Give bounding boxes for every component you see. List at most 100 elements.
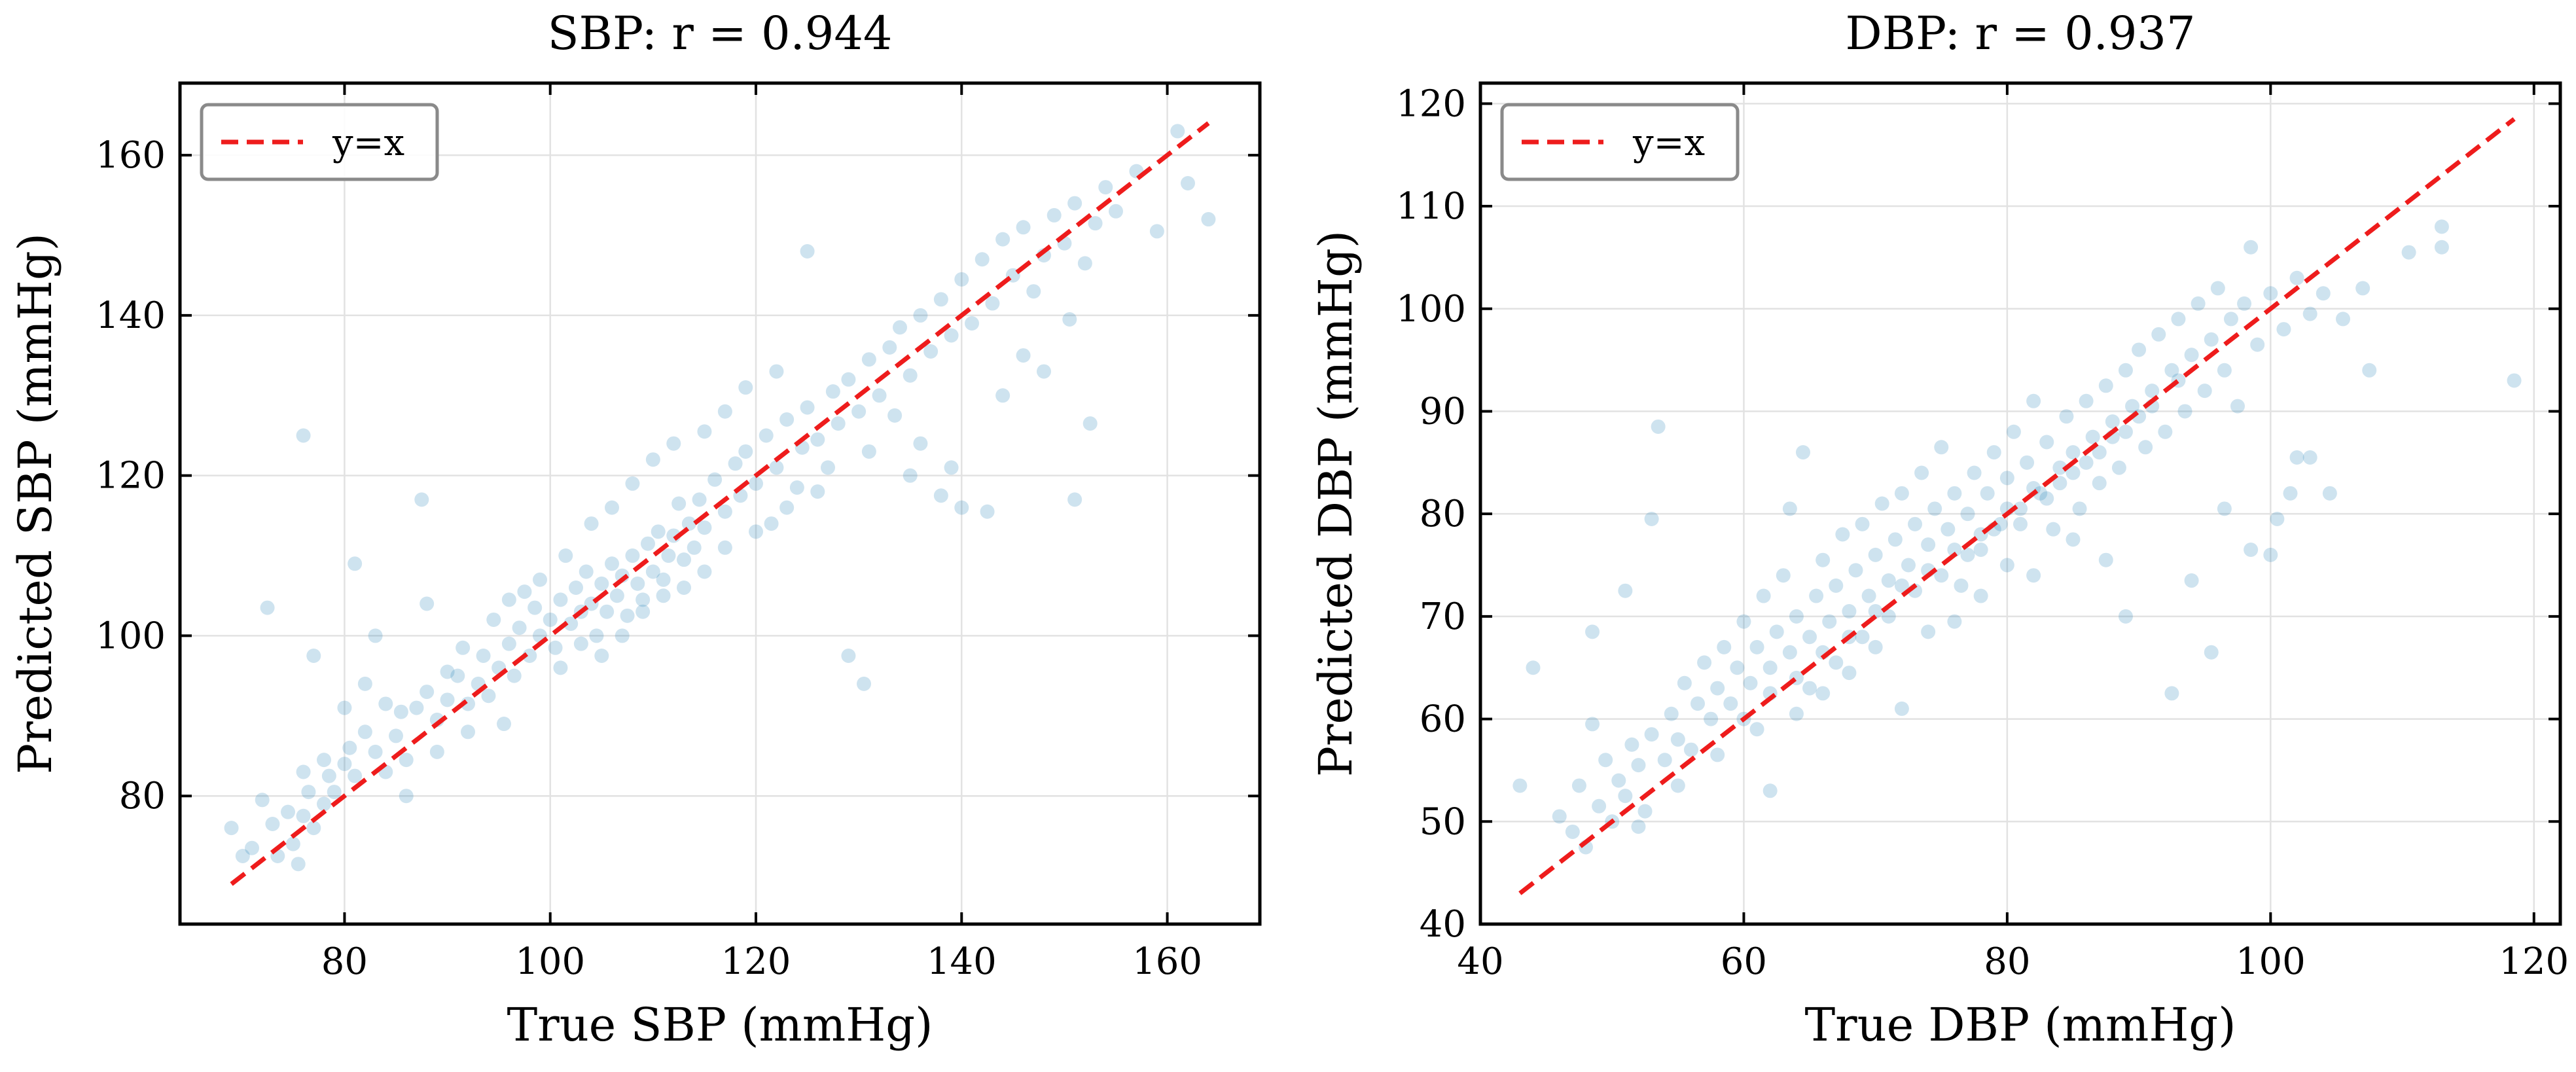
data-point [245, 840, 259, 855]
legend-box [200, 103, 439, 181]
data-point [1921, 624, 1936, 639]
data-point [2184, 348, 2199, 363]
data-point [1717, 639, 1732, 654]
data-point [1098, 180, 1113, 195]
data-point [1855, 516, 1870, 531]
data-point [1016, 220, 1031, 235]
data-point [810, 432, 825, 447]
y-tick-label: 110 [1396, 185, 1466, 228]
data-point [2066, 445, 2081, 460]
data-point [1782, 645, 1797, 660]
data-point [420, 685, 435, 700]
data-point [2210, 281, 2225, 296]
data-point [501, 592, 516, 607]
data-point [2244, 543, 2259, 558]
data-point [1842, 666, 1857, 681]
data-point [1816, 686, 1831, 701]
data-point [296, 764, 311, 779]
data-point [800, 400, 815, 415]
x-tick-label: 100 [515, 940, 585, 983]
data-point [1908, 516, 1923, 531]
data-point [707, 472, 723, 487]
data-point [2289, 450, 2304, 465]
data-point [1993, 516, 2008, 531]
data-point [645, 452, 660, 467]
data-point [1986, 445, 2001, 460]
data-point [851, 404, 867, 419]
data-point [393, 704, 408, 719]
data-point [579, 564, 594, 579]
data-point [1644, 512, 1659, 527]
data-point [717, 404, 732, 419]
data-point [2079, 455, 2094, 470]
data-point [2118, 424, 2133, 439]
data-point [2164, 363, 2179, 378]
data-point [661, 548, 676, 563]
data-point [1683, 742, 1698, 757]
data-point [687, 540, 702, 555]
data-point [738, 380, 753, 395]
data-point [1062, 312, 1077, 327]
data-point [1947, 614, 1962, 629]
y-tick-label: 60 [1420, 698, 1466, 741]
data-point [635, 592, 651, 607]
data-point [764, 516, 779, 531]
data-point [2092, 445, 2107, 460]
data-point [2006, 424, 2021, 439]
data-point [605, 556, 619, 571]
data-point [1789, 706, 1804, 721]
data-point [1670, 732, 1685, 747]
data-point [1690, 696, 1706, 711]
data-point [573, 636, 588, 651]
data-point [317, 753, 331, 768]
data-point [779, 500, 795, 515]
data-point [857, 676, 871, 691]
axes-frame [1478, 81, 2562, 926]
y-axis-label: Predicted DBP (mmHg) [1309, 230, 1363, 777]
data-point [285, 836, 300, 851]
data-point [1552, 809, 1567, 824]
data-point [1026, 284, 1041, 299]
data-point [2217, 363, 2232, 378]
data-point [2072, 501, 2087, 516]
data-point [944, 328, 959, 343]
data-point [553, 660, 568, 675]
data-point [548, 640, 563, 655]
y-tick-label: 160 [96, 134, 166, 177]
data-point [717, 504, 732, 519]
data-point [656, 572, 671, 587]
data-point [923, 344, 939, 359]
data-point [903, 368, 918, 383]
data-point [569, 581, 583, 595]
data-point [321, 768, 336, 783]
data-point [2244, 240, 2259, 255]
data-point [2302, 450, 2317, 465]
data-point [2013, 516, 2028, 531]
data-point [1980, 486, 1995, 501]
data-point [1170, 124, 1185, 139]
data-point [507, 668, 522, 683]
y-tick-label: 100 [96, 615, 166, 657]
data-point [2507, 373, 2522, 388]
data-point [2066, 465, 2081, 480]
data-point [1749, 639, 1764, 654]
data-point [831, 416, 846, 431]
x-tick-label: 40 [1457, 940, 1503, 983]
data-point [861, 352, 876, 367]
data-point [337, 757, 352, 772]
data-point [2204, 645, 2219, 660]
data-point [1973, 588, 1988, 603]
data-point [1704, 711, 1719, 726]
chart-panel-1: 80 100 120 140 160 80 100 120 140 160 SBP: r = 0.9… [9, 7, 1262, 1052]
data-point [2283, 486, 2298, 501]
data-point [594, 649, 609, 664]
data-point [2401, 245, 2416, 260]
x-axis-label: True DBP (mmHg) [1804, 998, 2236, 1052]
data-point [1874, 496, 1889, 511]
data-point [2118, 609, 2133, 624]
data-point [399, 753, 414, 768]
data-point [1756, 588, 1771, 603]
data-point [2118, 363, 2133, 378]
y-tick-label: 80 [119, 775, 166, 817]
y-axis-label: Predicted SBP (mmHg) [9, 233, 62, 774]
